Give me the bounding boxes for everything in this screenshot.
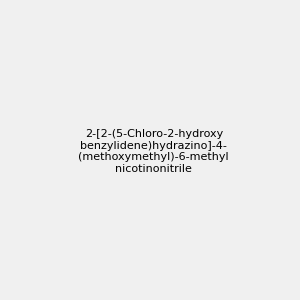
Text: 2-[2-(5-Chloro-2-hydroxy
benzylidene)hydrazino]-4-
(methoxymethyl)-6-methyl
nico: 2-[2-(5-Chloro-2-hydroxy benzylidene)hyd… (78, 129, 229, 174)
